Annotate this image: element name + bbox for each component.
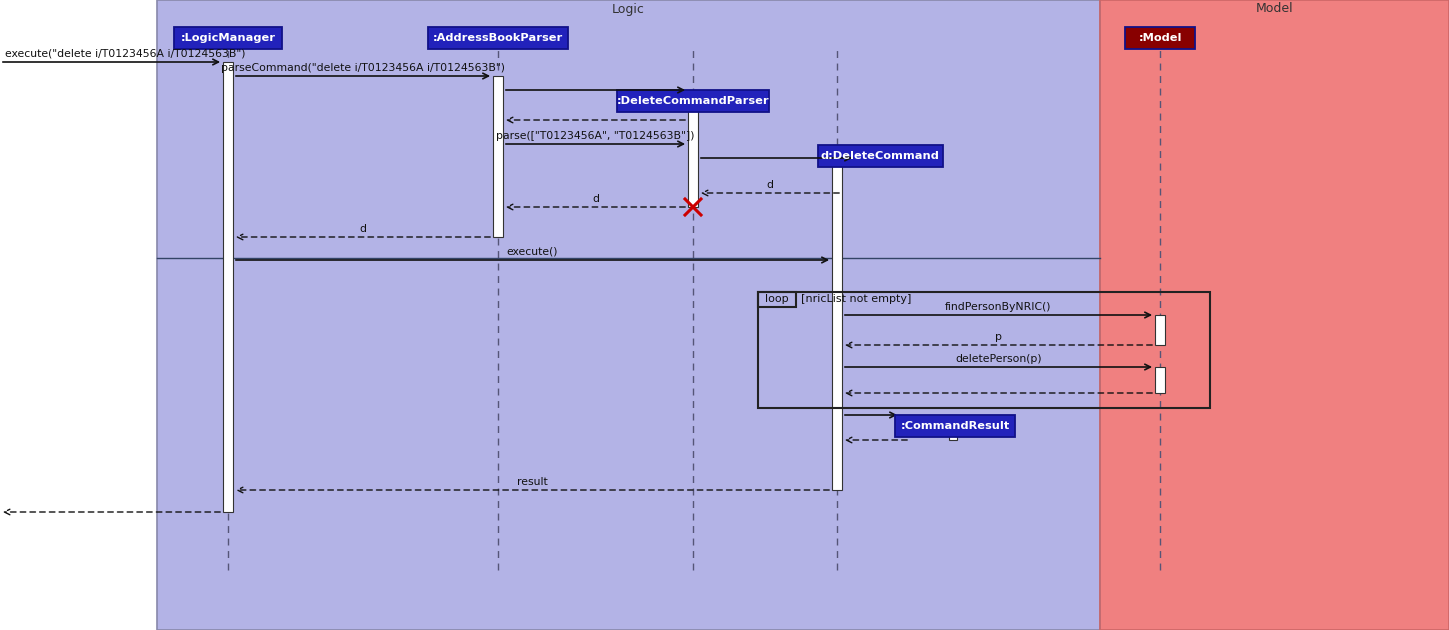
Bar bbox=[817, 145, 942, 167]
Text: :CommandResult: :CommandResult bbox=[900, 421, 1010, 431]
Bar bbox=[223, 62, 233, 512]
Bar bbox=[1124, 27, 1195, 49]
Text: execute("delete i/T0123456A i/T0124563B"): execute("delete i/T0123456A i/T0124563B"… bbox=[4, 49, 245, 59]
Text: :DeleteCommandParser: :DeleteCommandParser bbox=[617, 96, 769, 106]
Text: :LogicManager: :LogicManager bbox=[181, 33, 275, 43]
Bar bbox=[895, 415, 1014, 437]
Text: p: p bbox=[995, 332, 1003, 342]
Text: d: d bbox=[593, 194, 598, 204]
Bar bbox=[156, 0, 1100, 630]
Text: loop: loop bbox=[765, 294, 788, 304]
Bar bbox=[617, 90, 769, 112]
Text: d: d bbox=[359, 224, 367, 234]
Text: Logic: Logic bbox=[611, 3, 645, 16]
Bar bbox=[427, 27, 568, 49]
Bar bbox=[758, 292, 796, 307]
Bar bbox=[1155, 367, 1165, 393]
Text: parse(["T0123456A", "T0124563B"]): parse(["T0123456A", "T0124563B"]) bbox=[496, 131, 694, 141]
Text: d: d bbox=[767, 180, 774, 190]
Text: [nricList not empty]: [nricList not empty] bbox=[801, 294, 911, 304]
Text: d:DeleteCommand: d:DeleteCommand bbox=[820, 151, 939, 161]
Bar bbox=[493, 76, 503, 237]
Bar bbox=[156, 0, 1100, 630]
Text: deletePerson(p): deletePerson(p) bbox=[955, 354, 1042, 364]
Bar bbox=[1100, 0, 1449, 630]
Text: parseCommand("delete i/T0123456A i/T0124563B"): parseCommand("delete i/T0123456A i/T0124… bbox=[222, 63, 506, 73]
Bar bbox=[1155, 315, 1165, 345]
Bar bbox=[758, 292, 1210, 408]
Bar bbox=[174, 27, 283, 49]
Bar bbox=[688, 90, 698, 207]
Bar bbox=[832, 145, 842, 490]
Bar bbox=[1100, 0, 1449, 630]
Text: execute(): execute() bbox=[507, 247, 558, 257]
Text: :Model: :Model bbox=[1139, 33, 1182, 43]
Text: result: result bbox=[517, 477, 548, 487]
Text: findPersonByNRIC(): findPersonByNRIC() bbox=[945, 302, 1052, 312]
Text: :AddressBookParser: :AddressBookParser bbox=[433, 33, 564, 43]
Text: Model: Model bbox=[1256, 3, 1294, 16]
Bar bbox=[949, 415, 956, 440]
